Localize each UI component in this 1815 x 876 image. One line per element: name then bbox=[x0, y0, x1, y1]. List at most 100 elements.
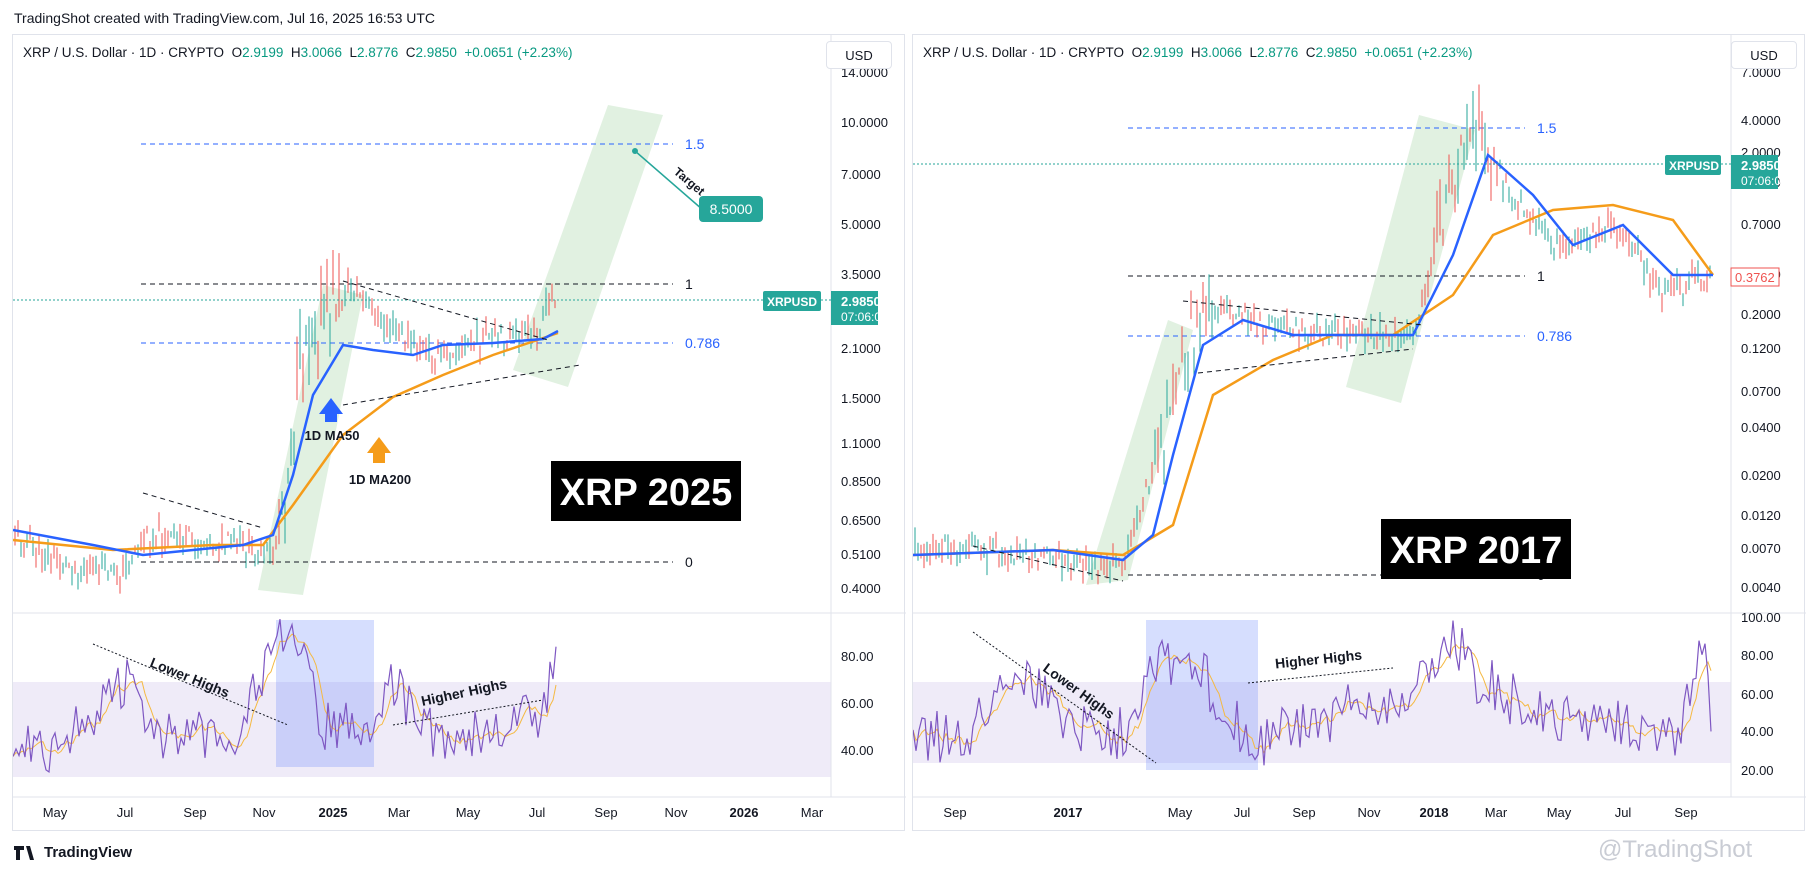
open-value: 2.9199 bbox=[1142, 45, 1184, 60]
currency-button[interactable]: USD bbox=[826, 41, 892, 69]
fib-label: 0.786 bbox=[685, 335, 720, 351]
title-box bbox=[551, 461, 741, 521]
fib-label: 1.5 bbox=[685, 136, 705, 152]
rsi-line bbox=[913, 620, 1712, 766]
currency-button[interactable]: USD bbox=[1731, 41, 1797, 69]
open-label: O bbox=[231, 45, 243, 60]
trend-line bbox=[1197, 348, 1414, 374]
chart-canvas-2017[interactable]: 7.00004.00002.00001.20000.70000.35000.20… bbox=[913, 35, 1806, 832]
time-tick-label: Mar bbox=[1485, 805, 1508, 820]
fib-label: 1.5 bbox=[1537, 120, 1557, 136]
rsi-signal-line bbox=[13, 633, 557, 757]
price-tick-label: 7.0000 bbox=[841, 167, 881, 182]
time-tick-label: May bbox=[1168, 805, 1193, 820]
low-value: 2.8776 bbox=[1256, 45, 1299, 60]
time-tick-label: Nov bbox=[1357, 805, 1381, 820]
symbol-name: XRP / U.S. Dollar · 1D · CRYPTO bbox=[23, 45, 225, 60]
price-tick-label: 0.7000 bbox=[1741, 217, 1781, 232]
rsi-trend-line bbox=[1247, 667, 1394, 684]
low-label: L bbox=[1249, 45, 1257, 60]
rsi-trend-line bbox=[92, 643, 289, 726]
watermark: @TradingShot bbox=[1598, 836, 1753, 863]
header-text: TradingShot created with TradingView.com… bbox=[14, 10, 436, 26]
fib-label: 0 bbox=[685, 554, 693, 570]
time-tick-label: Mar bbox=[801, 805, 824, 820]
rsi-trend-line bbox=[392, 699, 544, 726]
chart-title: XRP 2025 bbox=[560, 472, 733, 514]
channel-shape bbox=[1086, 320, 1193, 585]
price-tick-label: 1.5000 bbox=[841, 391, 881, 406]
price-tick-label: 0.0040 bbox=[1741, 580, 1781, 595]
target-line bbox=[634, 150, 704, 211]
price-tag-symbol: XRPUSD bbox=[767, 295, 817, 309]
fib-label: 0.786 bbox=[1537, 328, 1572, 344]
price-tick-label: 0.0120 bbox=[1741, 508, 1781, 523]
rsi-tick-label: 40.00 bbox=[1741, 724, 1774, 739]
rsi-tick-label: 100.00 bbox=[1741, 610, 1781, 625]
target-point bbox=[632, 148, 638, 154]
price-tag-bg bbox=[831, 291, 878, 325]
price-tick-label: 5.0000 bbox=[841, 217, 881, 232]
close-value: 2.9850 bbox=[1315, 45, 1357, 60]
time-tick-label: Nov bbox=[252, 805, 276, 820]
rsi-line bbox=[13, 619, 557, 774]
price-tick-label: 0.0200 bbox=[1741, 468, 1781, 483]
price-tick-label: 0.0700 bbox=[1741, 384, 1781, 399]
time-tick-label: 2026 bbox=[730, 805, 759, 820]
trend-line bbox=[342, 364, 581, 406]
chart-panel-2017[interactable]: 7.00004.00002.00001.20000.70000.35000.20… bbox=[912, 34, 1806, 832]
tradingview-logo[interactable]: TradingView bbox=[14, 844, 132, 861]
rsi-annotation: Higher Highs bbox=[1274, 646, 1363, 671]
ma200-tag-value: 0.3762 bbox=[1735, 270, 1775, 285]
price-tick-label: 0.4000 bbox=[841, 581, 881, 596]
price-tag-countdown: 07:06:03 bbox=[841, 310, 888, 324]
price-tag-value: 2.9850 bbox=[841, 294, 881, 309]
close-value: 2.9850 bbox=[415, 45, 457, 60]
channel-shape bbox=[1346, 115, 1475, 403]
target-label: Target bbox=[671, 165, 707, 199]
ma200-line bbox=[913, 203, 1715, 557]
rsi-tick-label: 20.00 bbox=[1741, 763, 1774, 778]
chart-title: XRP 2017 bbox=[1390, 530, 1563, 572]
fib-label: 1 bbox=[685, 276, 693, 292]
change-value: +0.0651 (+2.23%) bbox=[464, 45, 573, 60]
tradingview-brand: TradingView bbox=[44, 844, 133, 861]
time-tick-label: May bbox=[43, 805, 68, 820]
change-value: +0.0651 (+2.23%) bbox=[1364, 45, 1473, 60]
price-tag-symbol-bg bbox=[763, 291, 821, 311]
price-tick-label: 0.6500 bbox=[841, 513, 881, 528]
title-box bbox=[1381, 519, 1571, 579]
chart-canvas-2025[interactable]: 14.000010.00007.00005.00003.50002.10001.… bbox=[13, 35, 906, 832]
price-tick-label: 0.1200 bbox=[1741, 341, 1781, 356]
trend-line bbox=[142, 492, 264, 529]
price-tick-label: 2.1000 bbox=[841, 341, 881, 356]
fib-label: 1 bbox=[1537, 268, 1545, 284]
chart-panel-2025[interactable]: 14.0000 10.0000 7.0000 5.0000 3.5000 2.1000 1.… bbox=[12, 34, 906, 832]
price-tick-label: 1.1000 bbox=[841, 436, 881, 451]
target-value: 8.5000 bbox=[710, 201, 753, 217]
time-tick-label: Sep bbox=[1292, 805, 1315, 820]
time-tick-label: May bbox=[456, 805, 481, 820]
price-tag-symbol-bg bbox=[1665, 155, 1721, 175]
ma200-label: 1D MA200 bbox=[349, 472, 411, 487]
ma50-arrow-icon bbox=[319, 398, 343, 422]
symbol-legend: XRP / U.S. Dollar · 1D · CRYPTO O2.9199 … bbox=[23, 45, 572, 60]
rsi-tick-label: 40.00 bbox=[841, 743, 874, 758]
ma50-line bbox=[13, 329, 559, 557]
rsi-tick-label: 60.00 bbox=[841, 696, 874, 711]
close-label: C bbox=[405, 45, 416, 60]
price-tick-label: 0.5100 bbox=[841, 547, 881, 562]
ma200-line bbox=[13, 331, 559, 552]
price-tag-bg bbox=[1731, 155, 1778, 189]
low-value: 2.8776 bbox=[356, 45, 399, 60]
ma50-line bbox=[913, 152, 1713, 562]
time-tick-label: Jul bbox=[117, 805, 134, 820]
symbol-legend: XRP / U.S. Dollar · 1D · CRYPTO O2.9199 … bbox=[923, 45, 1472, 60]
price-tag-value: 2.9850 bbox=[1741, 158, 1781, 173]
open-label: O bbox=[1131, 45, 1143, 60]
trend-line bbox=[342, 280, 549, 341]
ma200-arrow-icon bbox=[367, 437, 391, 463]
price-tick-label: 0.8500 bbox=[841, 474, 881, 489]
time-tick-label: Sep bbox=[1674, 805, 1697, 820]
